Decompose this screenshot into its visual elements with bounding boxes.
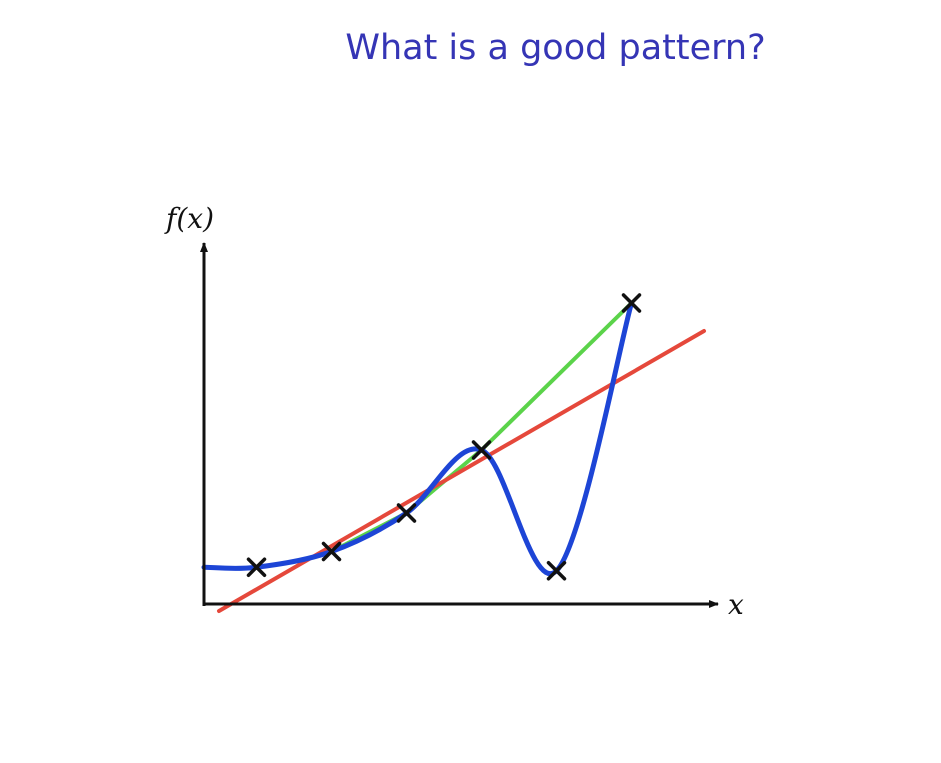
data-points — [246, 293, 642, 581]
data-point-4 — [546, 561, 567, 581]
series-line-2 — [201, 300, 634, 577]
x-axis-label: x — [728, 588, 744, 621]
data-point-1 — [321, 541, 342, 562]
data-point-0 — [246, 557, 267, 577]
y-axis-label: f(x) — [164, 202, 214, 235]
data-point-2 — [396, 503, 417, 523]
slide-title: What is a good pattern? — [345, 28, 766, 68]
series-layer — [201, 300, 706, 613]
series-line-1 — [329, 301, 634, 554]
series-line-0 — [217, 329, 706, 613]
data-point-5 — [621, 293, 642, 313]
data-point-3 — [471, 440, 492, 460]
